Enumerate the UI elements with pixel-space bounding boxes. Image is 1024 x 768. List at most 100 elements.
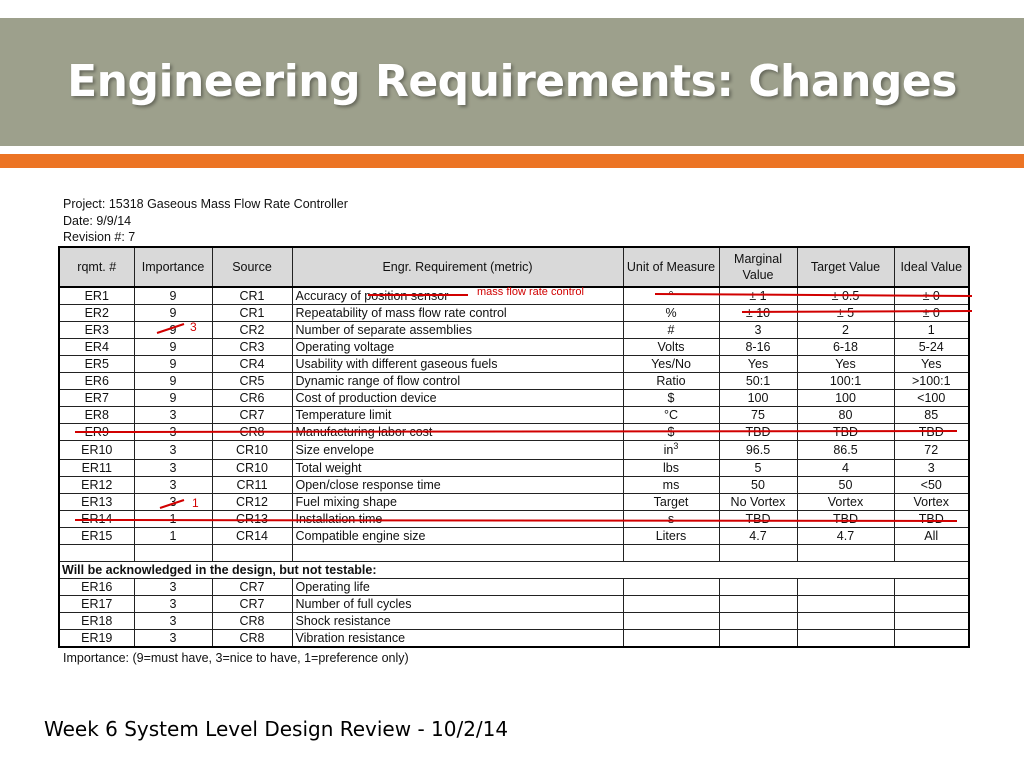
table-cell: 50: [718, 476, 798, 494]
table-cell: Shock resistance: [291, 612, 624, 630]
table-cell: 96.5: [718, 440, 798, 460]
table-row: ER9 3 CR8 Manufacturing labor cost $ TBD TBD TB…: [58, 423, 970, 441]
table-row: ER18 3 CR8 Shock resistance: [58, 612, 970, 630]
table-cell: CR13: [211, 510, 293, 528]
table-cell: ER12: [58, 476, 135, 494]
table-cell: ER3: [58, 321, 135, 339]
table-cell: 4.7: [796, 527, 895, 545]
table-cell: 1: [893, 321, 970, 339]
table-cell: Operating voltage: [291, 338, 624, 356]
table-cell: 4: [796, 459, 895, 477]
table-cell: ER1: [58, 286, 135, 305]
table-cell: [718, 612, 798, 630]
table-cell: 86.5: [796, 440, 895, 460]
table-cell: Vibration resistance: [291, 629, 624, 648]
table-cell: [622, 544, 720, 562]
table-cell: [622, 595, 720, 613]
header-cell: Ideal Value: [893, 246, 970, 288]
table-row: ER17 3 CR7 Number of full cycles: [58, 595, 970, 613]
table-cell: 3: [133, 440, 213, 460]
table-cell: Open/close response time: [291, 476, 624, 494]
table-cell: 9: [133, 372, 213, 390]
accent-bar: [0, 154, 1024, 168]
importance-footnote: Importance: (9=must have, 3=nice to have…: [63, 651, 409, 665]
table-cell: [622, 629, 720, 648]
table-row: ER6 9 CR5 Dynamic range of flow control Rati…: [58, 372, 970, 390]
table-cell: 100:1: [796, 372, 895, 390]
table-cell: <100: [893, 389, 970, 407]
table-cell: Yes/No: [622, 355, 720, 373]
table-cell: 1: [133, 527, 213, 545]
project-date: Date: 9/9/14: [63, 213, 132, 228]
table-cell: Ratio: [622, 372, 720, 390]
title-band: [0, 18, 1024, 146]
table-row: ER5 9 CR4 Usability with different gaseous …: [58, 355, 970, 373]
table-cell: Volts: [622, 338, 720, 356]
header-cell: Importance: [133, 246, 213, 288]
table-cell: ER7: [58, 389, 135, 407]
table-row: ER14 1 CR13 Installation time s TBD TBD TBD: [58, 510, 970, 528]
table-cell: [796, 578, 895, 596]
table-cell: 50: [796, 476, 895, 494]
table-row: ER4 9 CR3 Operating voltage Volts 8-16 6-18 5-2…: [58, 338, 970, 356]
table-cell: [291, 544, 624, 562]
section-label: Will be acknowledged in the design, but …: [58, 561, 970, 579]
table-row: ER10 3 CR10 Size envelope in3 96.5 86.5 72: [58, 440, 970, 460]
table-cell: s: [622, 510, 720, 528]
table-cell: 3: [133, 612, 213, 630]
table-cell: All: [893, 527, 970, 545]
table-cell: Operating life: [291, 578, 624, 596]
project-info: Project: 15318 Gaseous Mass Flow Rate Co…: [63, 196, 348, 246]
table-cell: ER17: [58, 595, 135, 613]
table-cell: 3: [133, 493, 213, 511]
table-cell: ER11: [58, 459, 135, 477]
table-cell: Yes: [893, 355, 970, 373]
table-cell: ± 5: [796, 304, 895, 322]
table-cell: Size envelope: [291, 440, 624, 460]
table-cell: ± 0: [893, 286, 970, 305]
table-cell: Target: [622, 493, 720, 511]
header-cell: rqmt. #: [58, 246, 135, 288]
table-cell: 3: [133, 476, 213, 494]
table-cell: Vortex: [893, 493, 970, 511]
table-cell: Total weight: [291, 459, 624, 477]
table-cell: Repeatability of mass flow rate control: [291, 304, 624, 322]
table-cell: $: [622, 423, 720, 441]
table-cell: Number of separate assemblies: [291, 321, 624, 339]
table-cell: lbs: [622, 459, 720, 477]
table-cell: ms: [622, 476, 720, 494]
project-revision: Revision #: 7: [63, 230, 136, 244]
table-cell: CR1: [211, 286, 293, 305]
table-cell: ER8: [58, 406, 135, 424]
table-cell: >100:1: [893, 372, 970, 390]
table-cell: CR7: [211, 595, 293, 613]
table-cell: ER4: [58, 338, 135, 356]
table-cell: TBD: [796, 423, 895, 441]
table-cell: ± 0.5: [796, 286, 895, 305]
table-cell: CR14: [211, 527, 293, 545]
table-cell: TBD: [893, 510, 970, 528]
table-cell: 100: [796, 389, 895, 407]
table-cell: Liters: [622, 527, 720, 545]
table-cell: CR7: [211, 406, 293, 424]
table-cell: 5-24: [893, 338, 970, 356]
table-cell: ± 10: [718, 304, 798, 322]
table-cell: 75: [718, 406, 798, 424]
table-cell: CR12: [211, 493, 293, 511]
table-cell: TBD: [718, 423, 798, 441]
table-cell: [58, 544, 135, 562]
table-cell: CR10: [211, 440, 293, 460]
table-cell: °: [622, 286, 720, 305]
table-row: ER15 1 CR14 Compatible engine size Liters 4.7…: [58, 527, 970, 545]
table-cell: TBD: [718, 510, 798, 528]
table-cell: [718, 629, 798, 648]
table-cell: %: [622, 304, 720, 322]
table-cell: Yes: [796, 355, 895, 373]
table-cell: CR6: [211, 389, 293, 407]
table-cell: CR8: [211, 629, 293, 648]
table-cell: [893, 612, 970, 630]
table-cell: 3: [133, 406, 213, 424]
table-cell: [893, 544, 970, 562]
table-cell: [893, 578, 970, 596]
table-cell: °C: [622, 406, 720, 424]
